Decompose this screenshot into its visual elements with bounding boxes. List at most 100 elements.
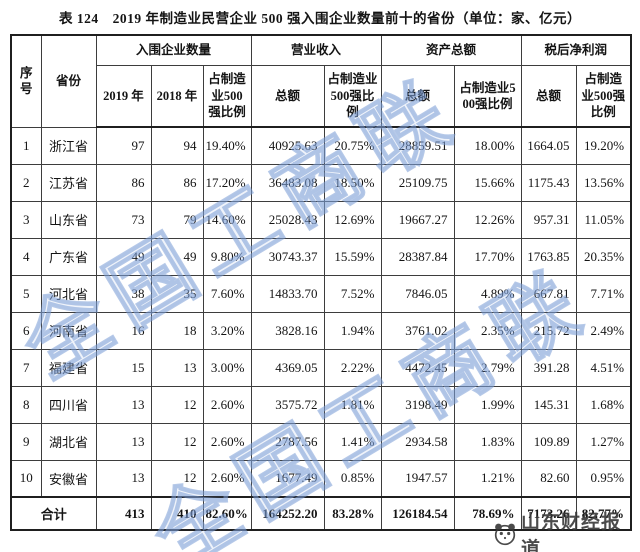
group-header-total-assets: 资产总额 — [380, 34, 522, 66]
value-cell: 4.89% — [453, 274, 522, 313]
col-header-2018: 2018 年 — [150, 64, 204, 128]
value-cell: 18.00% — [453, 126, 522, 165]
value-cell: 19.40% — [202, 126, 252, 165]
value-cell: 20.75% — [323, 126, 382, 165]
table-row: 9 湖北省 13 12 2.60% 2787.56 1.41% 2934.58 1.83% 109… — [10, 422, 632, 461]
value-cell: 1.99% — [453, 385, 522, 424]
value-cell: 12.69% — [323, 200, 382, 239]
total-value-cell: 164252.20 — [250, 496, 325, 531]
value-cell: 25109.75 — [380, 163, 455, 202]
value-cell: 145.31 — [520, 385, 577, 424]
value-cell: 12 — [150, 385, 204, 424]
value-cell: 1.21% — [453, 459, 522, 498]
value-cell: 957.31 — [520, 200, 577, 239]
value-cell: 1.83% — [453, 422, 522, 461]
rank-cell: 9 — [10, 422, 42, 461]
value-cell: 2.60% — [202, 422, 252, 461]
value-cell: 18.50% — [323, 163, 382, 202]
value-cell: 2787.56 — [250, 422, 325, 461]
rank-cell: 4 — [10, 237, 42, 276]
value-cell: 2.22% — [323, 348, 382, 387]
col-header-assets-total: 总额 — [380, 64, 455, 128]
value-cell: 109.89 — [520, 422, 577, 461]
total-value-cell: 82.60% — [202, 496, 252, 531]
province-cell: 河北省 — [40, 274, 97, 313]
value-cell: 86 — [150, 163, 204, 202]
value-cell: 0.85% — [323, 459, 382, 498]
table-body: 1 浙江省 97 94 19.40% 40925.63 20.75% 28859.51 18.0… — [10, 126, 632, 531]
value-cell: 49 — [95, 237, 152, 276]
value-cell: 25028.43 — [250, 200, 325, 239]
value-cell: 15.66% — [453, 163, 522, 202]
value-cell: 1.94% — [323, 311, 382, 350]
value-cell: 97 — [95, 126, 152, 165]
value-cell: 15 — [95, 348, 152, 387]
value-cell: 17.70% — [453, 237, 522, 276]
value-cell: 391.28 — [520, 348, 577, 387]
province-cell: 广东省 — [40, 237, 97, 276]
province-cell: 浙江省 — [40, 126, 97, 165]
value-cell: 3.20% — [202, 311, 252, 350]
value-cell: 20.35% — [575, 237, 632, 276]
value-cell: 17.20% — [202, 163, 252, 202]
rank-cell: 1 — [10, 126, 42, 165]
value-cell: 18 — [150, 311, 204, 350]
value-cell: 3761.02 — [380, 311, 455, 350]
group-header-revenue: 营业收入 — [250, 34, 382, 66]
province-cell: 安徽省 — [40, 459, 97, 498]
value-cell: 16 — [95, 311, 152, 350]
table-row: 1 浙江省 97 94 19.40% 40925.63 20.75% 28859.51 18.0… — [10, 126, 632, 165]
col-header-assets-share: 占制造业500强比例 — [453, 64, 522, 128]
value-cell: 12 — [150, 422, 204, 461]
value-cell: 1.27% — [575, 422, 632, 461]
value-cell: 4472.45 — [380, 348, 455, 387]
value-cell: 0.95% — [575, 459, 632, 498]
col-header-profit-share: 占制造业500强比例 — [575, 64, 632, 128]
total-value-cell: 410 — [150, 496, 204, 531]
table-row: 6 河南省 16 18 3.20% 3828.16 1.94% 3761.02 2.35% 215… — [10, 311, 632, 350]
table-row: 3 山东省 73 79 14.60% 25028.43 12.69% 19667.27 12.2… — [10, 200, 632, 239]
table-row: 5 河北省 38 35 7.60% 14833.70 7.52% 7846.05 4.89% 66… — [10, 274, 632, 313]
rank-cell: 10 — [10, 459, 42, 498]
value-cell: 13 — [95, 385, 152, 424]
value-cell: 3828.16 — [250, 311, 325, 350]
col-header-index: 序号 — [10, 34, 42, 128]
value-cell: 82.60 — [520, 459, 577, 498]
value-cell: 667.81 — [520, 274, 577, 313]
table-row: 4 广东省 49 49 9.80% 30743.37 15.59% 28387.84 17.70… — [10, 237, 632, 276]
table-row: 7 福建省 15 13 3.00% 4369.05 2.22% 4472.45 2.79% 391… — [10, 348, 632, 387]
value-cell: 1.41% — [323, 422, 382, 461]
rank-cell: 5 — [10, 274, 42, 313]
col-header-revenue-total: 总额 — [250, 64, 325, 128]
page-title: 表 124 2019 年制造业民营企业 500 强入围企业数量前十的省份（单位：… — [59, 11, 581, 26]
rank-cell: 2 — [10, 163, 42, 202]
value-cell: 7.60% — [202, 274, 252, 313]
table-row: 2 江苏省 86 86 17.20% 36483.08 18.50% 25109.75 15.6… — [10, 163, 632, 202]
value-cell: 2.60% — [202, 459, 252, 498]
value-cell: 86 — [95, 163, 152, 202]
value-cell: 3198.49 — [380, 385, 455, 424]
header-group-row: 序号 省份 入围企业数量 营业收入 资产总额 税后净利润 — [10, 34, 632, 128]
total-value-cell: 7173.26 — [520, 496, 577, 531]
value-cell: 3575.72 — [250, 385, 325, 424]
province-cell: 湖北省 — [40, 422, 97, 461]
value-cell: 73 — [95, 200, 152, 239]
province-cell: 江苏省 — [40, 163, 97, 202]
value-cell: 1763.85 — [520, 237, 577, 276]
province-cell: 四川省 — [40, 385, 97, 424]
value-cell: 1664.05 — [520, 126, 577, 165]
rank-cell: 8 — [10, 385, 42, 424]
col-header-entry-share: 占制造业500强比例 — [202, 64, 252, 128]
value-cell: 2.60% — [202, 385, 252, 424]
value-cell: 15.59% — [323, 237, 382, 276]
total-value-cell: 83.28% — [323, 496, 382, 531]
value-cell: 2.35% — [453, 311, 522, 350]
col-header-2019: 2019 年 — [95, 64, 152, 128]
value-cell: 1677.49 — [250, 459, 325, 498]
value-cell: 79 — [150, 200, 204, 239]
province-stats-table: 序号 省份 入围企业数量 营业收入 资产总额 税后净利润 2019 年 2018… — [10, 34, 633, 531]
value-cell: 9.80% — [202, 237, 252, 276]
value-cell: 36483.08 — [250, 163, 325, 202]
value-cell: 3.00% — [202, 348, 252, 387]
